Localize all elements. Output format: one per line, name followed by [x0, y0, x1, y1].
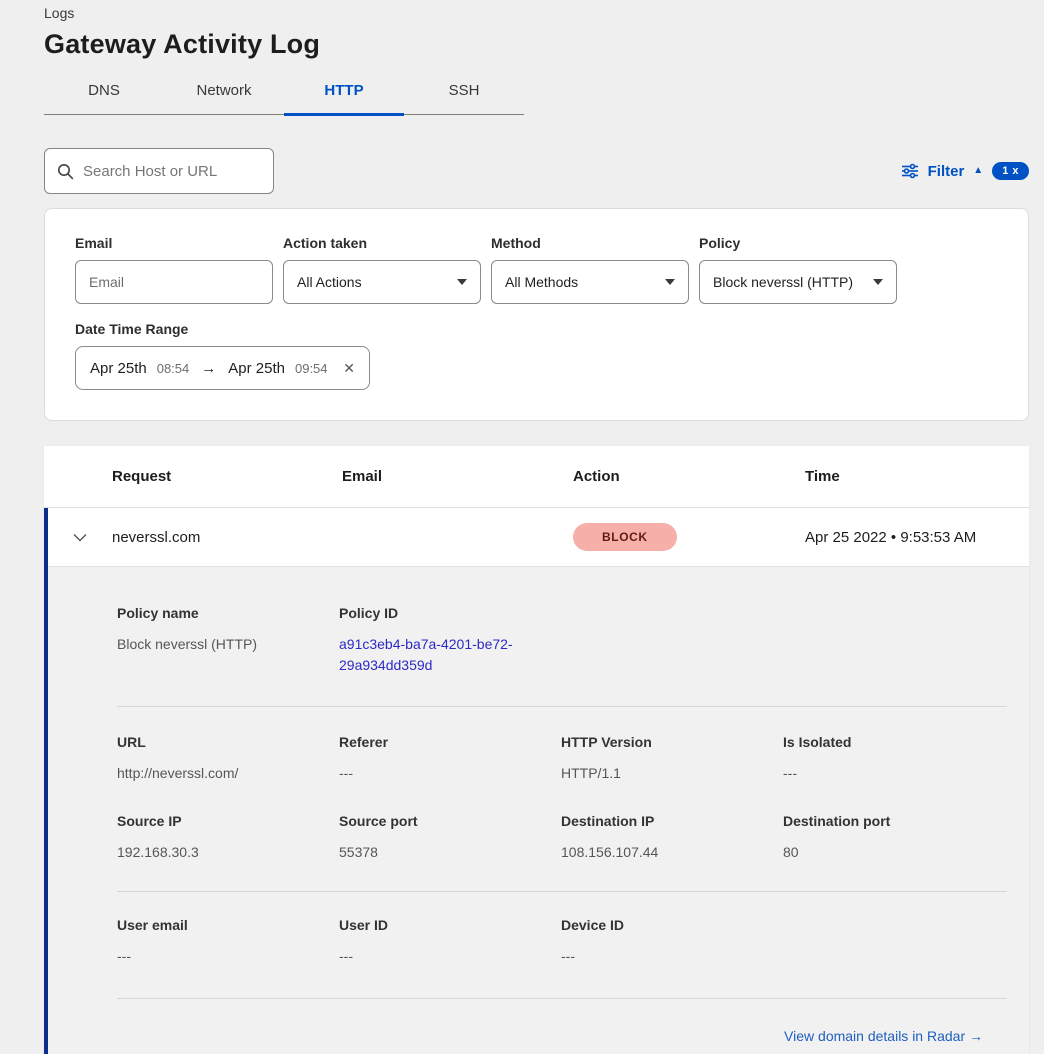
network-section: Source IP 192.168.30.3 Source port 55378…	[117, 813, 1007, 863]
tab-network[interactable]: Network	[196, 82, 252, 99]
email-filter-label: Email	[75, 235, 113, 251]
policy-id-link[interactable]: a91c3eb4-ba7a-4201-be72-29a934dd359d	[339, 636, 513, 673]
start-date[interactable]: Apr 25th	[90, 359, 147, 377]
detail-source-port: Source port 55378	[339, 813, 418, 860]
method-select[interactable]: All Methods	[491, 260, 689, 304]
caret-up-icon[interactable]: ▲	[973, 165, 984, 176]
search-icon	[57, 163, 74, 180]
row-time: Apr 25 2022 • 9:53:53 AM	[805, 528, 977, 546]
table-header: Request Email Action Time	[44, 446, 1029, 508]
filter-panel: Email Action taken All Actions Method Al…	[44, 208, 1029, 421]
detail-is-isolated: Is Isolated ---	[783, 734, 852, 781]
chevron-down-icon	[873, 279, 883, 285]
tab-dns[interactable]: DNS	[88, 82, 120, 99]
action-taken-label: Action taken	[283, 235, 368, 251]
filter-field-method: Method All Methods	[491, 235, 689, 304]
search-filter-row: Filter ▲ 1 x	[44, 148, 1029, 194]
radar-link-row: View domain details in Radar →	[117, 1028, 1007, 1046]
date-range-label: Date Time Range	[75, 321, 189, 337]
tab-bar: DNS Network HTTP SSH	[44, 82, 524, 116]
collapse-row-button[interactable]	[48, 533, 112, 542]
chevron-down-icon	[665, 279, 675, 285]
filter-toggle-label[interactable]: Filter	[927, 162, 965, 180]
table-row[interactable]: neverssl.com BLOCK Apr 25 2022 • 9:53:53…	[48, 508, 1029, 567]
detail-user-email: User email ---	[117, 917, 188, 964]
view-domain-details-radar-link[interactable]: View domain details in Radar →	[784, 1028, 983, 1044]
page-title: Gateway Activity Log	[44, 29, 321, 59]
policy-value: Block neverssl (HTTP)	[713, 274, 854, 290]
filter-field-policy: Policy Block neverssl (HTTP)	[699, 235, 897, 304]
arrow-right-icon: →	[201, 359, 217, 377]
divider	[117, 998, 1007, 999]
detail-url: URL http://neverssl.com/	[117, 734, 239, 781]
activity-log-table: Request Email Action Time neverssl.com B…	[44, 446, 1029, 1054]
detail-source-ip: Source IP 192.168.30.3	[117, 813, 199, 860]
action-taken-value: All Actions	[297, 274, 362, 290]
policy-section: Policy name Block neverssl (HTTP) Policy…	[117, 605, 1007, 676]
filter-field-date-range: Date Time Range Apr 25th 08:54 → Apr 25t…	[75, 321, 998, 390]
divider	[117, 706, 1007, 707]
expanded-log-entry: neverssl.com BLOCK Apr 25 2022 • 9:53:53…	[44, 508, 1029, 1054]
column-header-action: Action	[573, 468, 620, 485]
date-range-picker[interactable]: Apr 25th 08:54 → Apr 25th 09:54 ✕	[75, 346, 370, 390]
search-box[interactable]	[44, 148, 274, 194]
filter-field-email: Email	[75, 235, 273, 304]
tab-ssh[interactable]: SSH	[448, 82, 480, 99]
start-time[interactable]: 08:54	[156, 360, 190, 376]
method-label: Method	[491, 235, 541, 251]
request-section: URL http://neverssl.com/ Referer --- HTT…	[117, 734, 1007, 784]
detail-policy-name: Policy name Block neverssl (HTTP)	[117, 605, 258, 652]
end-time[interactable]: 09:54	[294, 360, 328, 376]
detail-http-version: HTTP Version HTTP/1.1	[561, 734, 652, 781]
log-entry-details: Policy name Block neverssl (HTTP) Policy…	[48, 567, 1029, 1054]
column-header-time: Time	[805, 468, 840, 485]
method-value: All Methods	[505, 274, 579, 290]
detail-referer: Referer ---	[339, 734, 389, 781]
close-icon[interactable]: ✕	[343, 359, 355, 376]
chevron-down-icon	[73, 533, 87, 542]
breadcrumb: Logs	[44, 5, 75, 21]
row-request: neverssl.com	[112, 528, 201, 546]
row-action: BLOCK	[573, 523, 805, 551]
filter-count-badge[interactable]: 1 x	[992, 162, 1029, 180]
filter-icon	[901, 163, 919, 179]
column-header-request: Request	[112, 468, 172, 485]
detail-destination-ip: Destination IP 108.156.107.44	[561, 813, 659, 860]
search-input[interactable]	[83, 162, 261, 180]
filter-controls[interactable]: Filter ▲ 1 x	[901, 162, 1029, 180]
detail-destination-port: Destination port 80	[783, 813, 891, 860]
filter-field-action-taken: Action taken All Actions	[283, 235, 481, 304]
chevron-down-icon	[457, 279, 467, 285]
detail-policy-id: Policy ID a91c3eb4-ba7a-4201-be72-29a934…	[339, 605, 561, 676]
user-section: User email --- User ID --- Device ID ---	[117, 917, 1007, 967]
policy-select[interactable]: Block neverssl (HTTP)	[699, 260, 897, 304]
policy-label: Policy	[699, 235, 741, 251]
detail-device-id: Device ID ---	[561, 917, 625, 964]
detail-user-id: User ID ---	[339, 917, 389, 964]
action-taken-select[interactable]: All Actions	[283, 260, 481, 304]
block-action-badge: BLOCK	[573, 523, 677, 551]
email-filter-input[interactable]	[89, 274, 259, 290]
end-date[interactable]: Apr 25th	[228, 359, 285, 377]
divider	[117, 891, 1007, 892]
tab-http[interactable]: HTTP	[284, 82, 404, 116]
column-header-email: Email	[342, 468, 383, 485]
